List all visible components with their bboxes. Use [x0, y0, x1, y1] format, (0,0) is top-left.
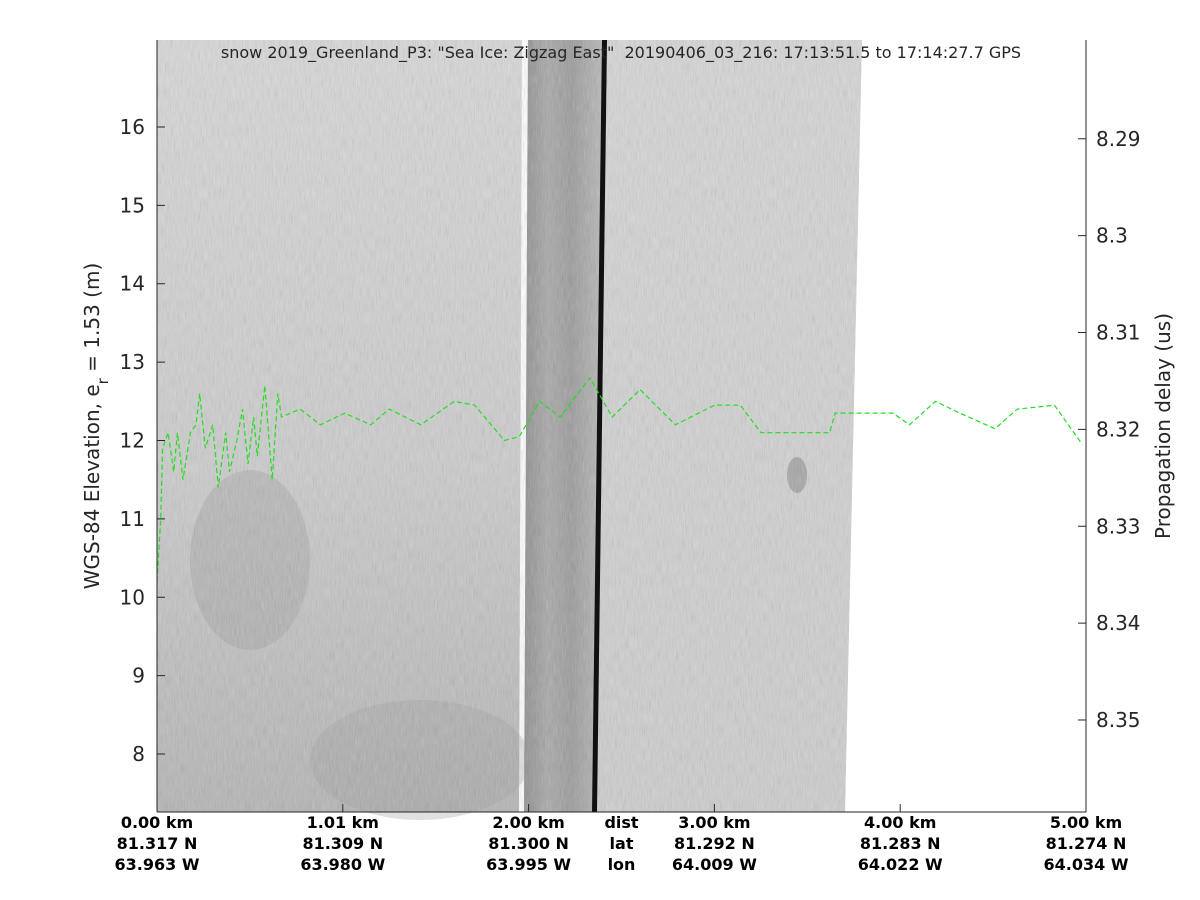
y-tick-label: 15: [120, 193, 145, 217]
y2-axis-label: Propagation delay (us): [1151, 313, 1175, 539]
plot-area: [156, 376, 1083, 582]
lon-label: 63.980 W: [300, 855, 385, 874]
lat-label: 81.317 N: [117, 834, 198, 853]
y2-tick-label: 8.35: [1096, 708, 1141, 732]
row-label: dist: [604, 813, 638, 832]
lon-label: 64.034 W: [1044, 855, 1129, 874]
y2-tick-label: 8.3: [1096, 224, 1128, 248]
x-tick-label: 5.00 km: [1050, 813, 1122, 832]
y2-tick-label: 8.29: [1096, 127, 1141, 151]
x-tick-label: 1.01 km: [307, 813, 379, 832]
y2-tick-label: 8.33: [1096, 514, 1141, 538]
y-label-part: = 1.53 (m): [80, 263, 104, 378]
y-tick-label: 10: [120, 585, 145, 609]
y-tick-label: 9: [132, 664, 145, 688]
y-tick-label: 14: [120, 272, 145, 296]
x-tick-label: 0.00 km: [121, 813, 193, 832]
lat-label: 81.292 N: [674, 834, 755, 853]
y2-tick-label: 8.34: [1096, 611, 1141, 635]
y-tick-label: 8: [132, 742, 145, 766]
x-tick-label: 4.00 km: [864, 813, 936, 832]
lon-label: 64.009 W: [672, 855, 757, 874]
y2-tick-label: 8.32: [1096, 417, 1141, 441]
lat-label: 81.283 N: [860, 834, 941, 853]
y-label-subscript: r: [94, 377, 112, 384]
y-tick-label: 11: [120, 507, 145, 531]
x-tick-label: 2.00 km: [492, 813, 564, 832]
y-tick-label: 13: [120, 350, 145, 374]
chart-title: snow 2019_Greenland_P3: "Sea Ice: Zigzag…: [221, 43, 1021, 63]
lon-label: 63.963 W: [115, 855, 200, 874]
y-tick-label: 16: [120, 115, 145, 139]
echogram: [157, 40, 862, 820]
y-tick-label: 12: [120, 428, 145, 452]
lat-label: 81.300 N: [488, 834, 569, 853]
lat-label: 81.274 N: [1046, 834, 1127, 853]
lat-label: 81.309 N: [302, 834, 383, 853]
y-label-part: WGS-84 Elevation, e: [80, 384, 104, 589]
y-axis-label: WGS-84 Elevation, er = 1.53 (m): [80, 263, 112, 590]
x-tick-label: 3.00 km: [678, 813, 750, 832]
row-label: lat: [610, 834, 634, 853]
row-label: lon: [608, 855, 636, 874]
lon-label: 64.022 W: [858, 855, 943, 874]
y2-tick-label: 8.31: [1096, 321, 1141, 345]
surface-line: [156, 376, 1083, 582]
lon-label: 63.995 W: [486, 855, 571, 874]
